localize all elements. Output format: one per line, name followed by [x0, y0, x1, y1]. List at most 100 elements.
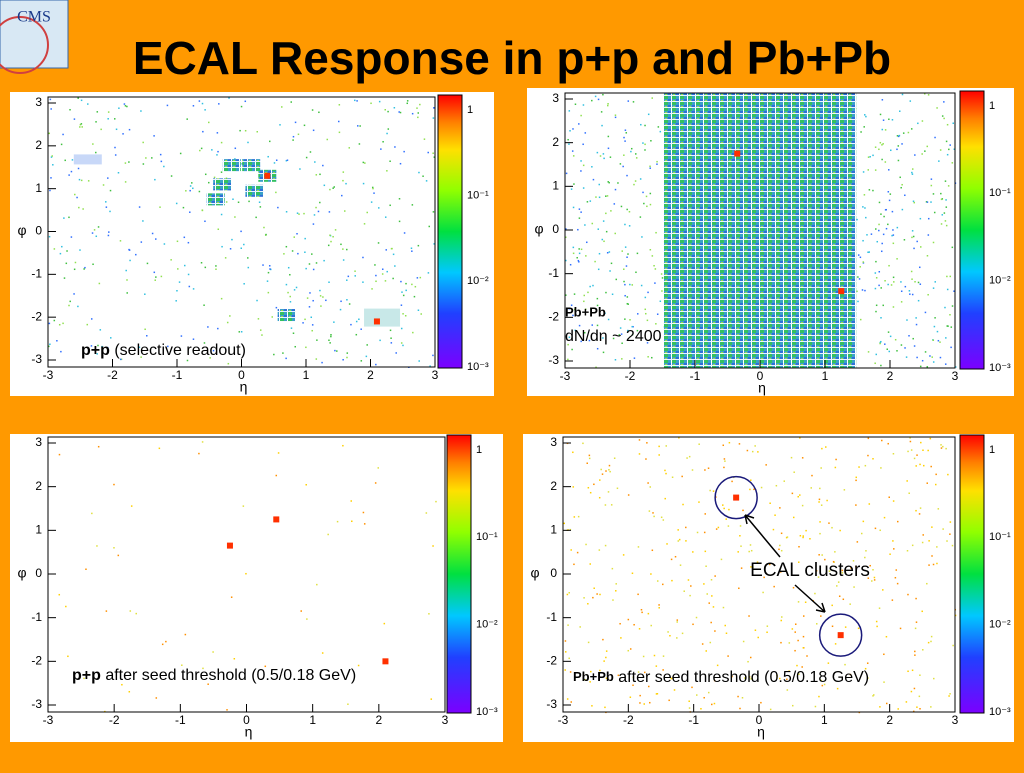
colorbar-tick-label: 1: [989, 444, 995, 456]
hit: [944, 363, 947, 365]
hit: [371, 288, 373, 290]
hit: [748, 550, 750, 553]
hit: [154, 178, 156, 181]
hit: [737, 551, 739, 553]
hit: [163, 243, 166, 245]
hit: [602, 337, 604, 339]
hit: [607, 135, 610, 138]
hit: [649, 192, 652, 195]
hit: [357, 125, 359, 127]
hit: [106, 346, 109, 349]
hit: [187, 273, 190, 276]
hit: [600, 111, 603, 113]
hit: [651, 549, 654, 552]
hit: [864, 464, 867, 467]
hit: [394, 265, 396, 267]
hit: [914, 650, 916, 653]
hit: [640, 284, 643, 287]
hit: [601, 473, 604, 475]
hit: [914, 654, 916, 656]
colorbar-tick-label: 10⁻³: [476, 706, 498, 718]
y-tick-label: -2: [31, 309, 42, 323]
hit: [233, 657, 236, 660]
hit: [814, 592, 816, 595]
x-tick-label: -2: [109, 713, 120, 727]
hit: [855, 565, 857, 568]
hit: [879, 706, 881, 708]
hit: [725, 518, 727, 520]
hit: [65, 605, 67, 608]
hit: [186, 359, 189, 362]
hit: [256, 131, 259, 133]
hit: [905, 701, 908, 703]
hit: [649, 203, 652, 206]
hit: [333, 186, 336, 188]
hit: [878, 271, 881, 273]
hit: [85, 568, 87, 571]
hit: [673, 689, 676, 691]
hit: [69, 300, 71, 303]
hit: [939, 149, 942, 151]
hit: [891, 119, 894, 121]
hit: [939, 356, 942, 359]
hit: [627, 329, 629, 332]
hit: [591, 222, 594, 225]
hit: [419, 276, 422, 279]
y-tick-label: -1: [546, 610, 557, 624]
hit: [643, 202, 645, 205]
hot-spot: [226, 542, 233, 549]
hit: [792, 586, 795, 589]
hit: [360, 360, 363, 362]
hit: [794, 631, 796, 633]
hit: [167, 345, 169, 348]
hit: [932, 361, 935, 363]
hit: [887, 331, 890, 333]
hit: [291, 250, 294, 252]
hit: [884, 129, 887, 131]
hit: [318, 111, 320, 114]
hit: [339, 308, 342, 311]
hit: [211, 149, 213, 151]
hit: [66, 250, 68, 252]
hit: [681, 475, 683, 478]
hit: [48, 345, 50, 348]
hit: [927, 217, 930, 220]
hit: [867, 156, 870, 158]
hit: [180, 335, 183, 337]
hit: [946, 325, 948, 327]
hit: [655, 693, 658, 695]
hit: [626, 302, 629, 305]
hit: [204, 173, 207, 176]
hit: [585, 255, 587, 257]
hit: [863, 194, 866, 196]
hit: [311, 109, 314, 111]
hit: [336, 520, 339, 523]
hit: [707, 467, 710, 469]
hit: [779, 507, 781, 509]
hit: [703, 531, 706, 534]
hit: [242, 505, 245, 507]
hit: [655, 231, 657, 234]
callout: ECAL clusters: [750, 560, 870, 581]
hit: [913, 687, 916, 690]
hit: [128, 690, 131, 693]
hit: [202, 667, 204, 670]
hit: [915, 465, 917, 467]
hit: [704, 513, 706, 515]
hit: [92, 143, 94, 145]
y-tick-label: -1: [31, 610, 42, 624]
hit: [596, 304, 599, 307]
hit: [797, 561, 800, 563]
hit: [570, 304, 573, 306]
hit: [423, 138, 426, 140]
hit: [432, 117, 435, 119]
hit: [723, 458, 726, 460]
hit: [656, 160, 658, 163]
hit: [802, 615, 805, 617]
hit: [820, 467, 822, 469]
hit: [328, 339, 330, 342]
hit: [84, 266, 86, 269]
hit: [772, 528, 775, 531]
hit: [624, 318, 626, 320]
hit: [265, 233, 267, 236]
